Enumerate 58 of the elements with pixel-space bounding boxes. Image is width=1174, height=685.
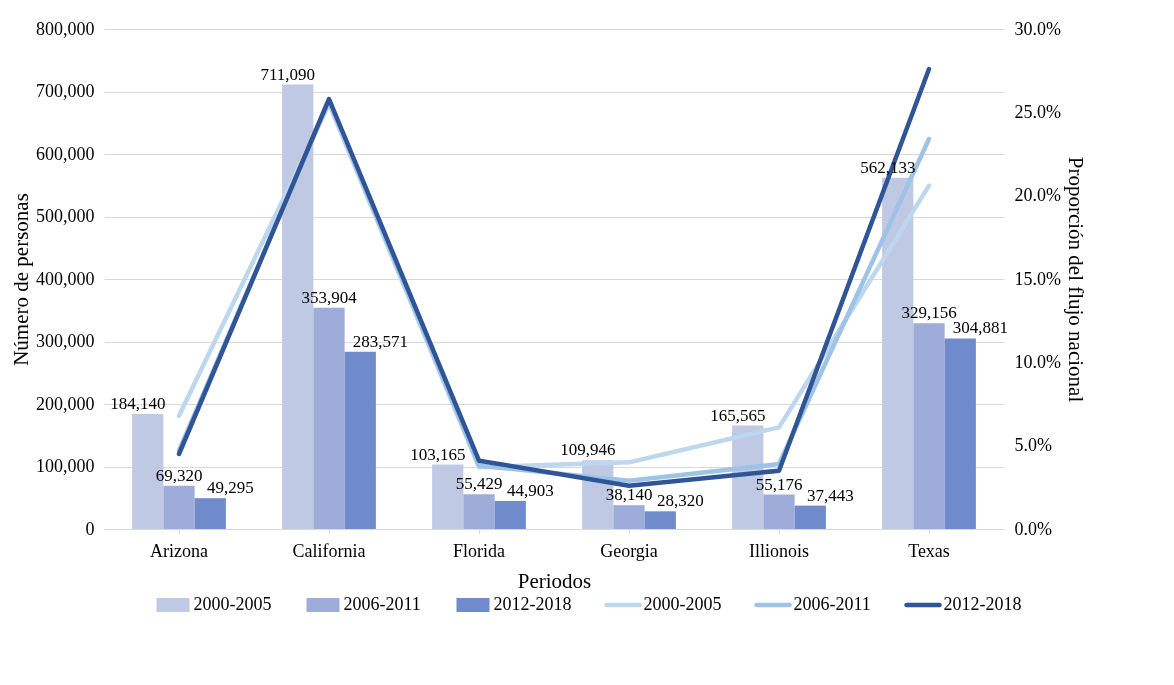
legend-label: 2012-2018 <box>943 594 1022 614</box>
legend-label: 2006-2011 <box>793 594 871 614</box>
y-tick-label: 100,000 <box>36 456 95 476</box>
data-label: 37,443 <box>806 485 854 505</box>
legend-label: 2012-2018 <box>493 594 572 614</box>
x-axis-title: Periodos <box>517 568 592 593</box>
y-tick-label: 400,000 <box>36 268 95 289</box>
y-tick-label: 700,000 <box>36 81 95 101</box>
y-tick-label: 500,000 <box>36 206 95 226</box>
data-label: 711,090 <box>260 64 316 84</box>
data-label: 55,176 <box>755 474 803 494</box>
x-tick-label: California <box>292 540 366 561</box>
data-label: 49,295 <box>206 478 254 498</box>
data-label: 109,946 <box>560 440 616 460</box>
y2-tick-label: 20.0% <box>1014 185 1061 206</box>
x-tick-label: Illionois <box>748 540 810 561</box>
data-label: 55,429 <box>455 474 503 494</box>
bar <box>494 500 526 529</box>
y2-tick-label: 5.0% <box>1014 435 1052 456</box>
data-label: 184,140 <box>110 393 166 413</box>
bar <box>644 511 676 529</box>
y-tick-label: 200,000 <box>36 393 95 414</box>
data-label: 38,140 <box>605 485 653 505</box>
bar <box>163 485 195 529</box>
data-label: 103,165 <box>410 444 466 464</box>
bar <box>313 307 345 529</box>
data-label: 353,904 <box>301 287 358 307</box>
y-tick-label: 800,000 <box>36 18 95 39</box>
data-label: 165,565 <box>710 405 766 425</box>
data-label: 28,320 <box>656 491 704 511</box>
data-label: 283,571 <box>352 331 408 351</box>
data-label: 69,320 <box>155 465 203 485</box>
bar <box>344 351 376 529</box>
y2-tick-label: 15.0% <box>1014 268 1061 289</box>
bar <box>913 323 945 529</box>
y2-axis-title: Proporción del flujo nacional <box>1063 156 1088 403</box>
bar <box>944 338 976 529</box>
legend-label: 2000-2005 <box>193 594 272 614</box>
y2-tick-label: 25.0% <box>1014 101 1061 122</box>
legend-label: 2000-2005 <box>643 594 722 614</box>
legend-label: 2006-2011 <box>343 594 421 614</box>
x-tick-label: Florida <box>453 540 506 561</box>
data-label: 44,903 <box>506 480 554 500</box>
bar <box>463 494 495 529</box>
bar <box>194 498 226 529</box>
y-tick-label: 0 <box>85 518 95 539</box>
y2-tick-label: 30.0% <box>1014 18 1061 39</box>
y-axis-title: Número de personas <box>9 193 33 366</box>
y2-tick-label: 10.0% <box>1014 351 1061 372</box>
y-tick-label: 600,000 <box>36 143 95 164</box>
x-tick-label: Arizona <box>150 540 208 561</box>
y-tick-label: 300,000 <box>36 331 95 351</box>
x-tick-label: Texas <box>908 540 950 561</box>
y2-tick-label: 0.0% <box>1014 518 1052 539</box>
bar <box>613 505 645 529</box>
bar <box>763 494 795 529</box>
bar <box>794 505 826 529</box>
x-tick-label: Georgia <box>600 540 658 561</box>
